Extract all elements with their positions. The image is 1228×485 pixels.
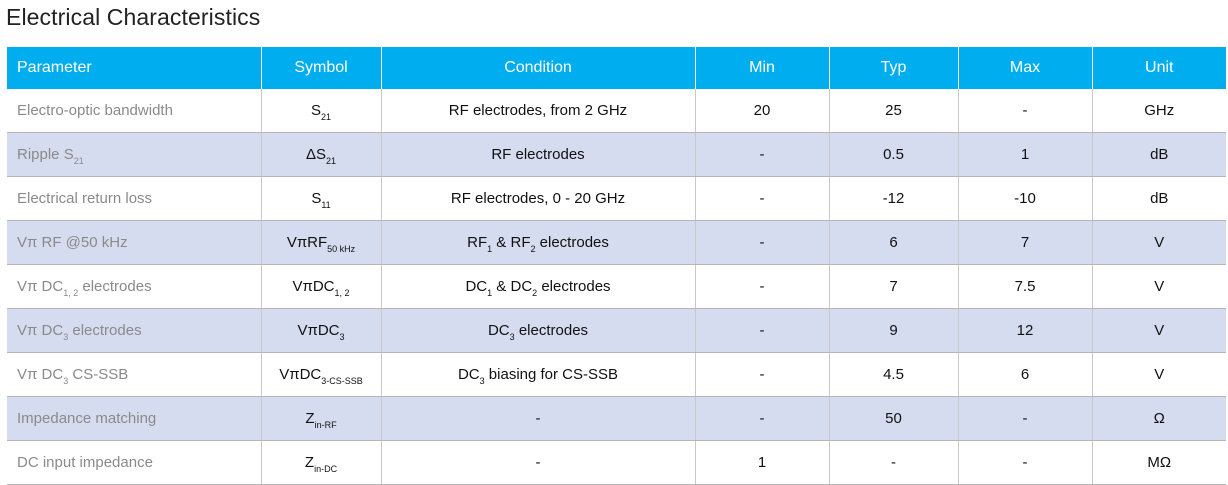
min-cell: - bbox=[694, 220, 829, 265]
unit-cell: V bbox=[1091, 264, 1226, 309]
table-row: Vπ DC3 electrodes VπDC3 DC3 electrodes -9 12… bbox=[7, 308, 1226, 353]
header-symbol: Symbol bbox=[260, 47, 381, 89]
table-row: Vπ DC3 CS-SSB VπDC3-CS-SSB DC3 biasing for… bbox=[7, 352, 1226, 397]
parameter-cell: Ripple S21 bbox=[7, 132, 261, 177]
symbol-cell: VπDC3-CS-SSB bbox=[260, 352, 381, 397]
min-cell: - bbox=[694, 396, 829, 441]
typ-cell: 4.5 bbox=[828, 352, 958, 397]
header-condition: Condition bbox=[380, 47, 695, 89]
typ-cell: -12 bbox=[828, 176, 958, 221]
typ-cell: 50 bbox=[828, 396, 958, 441]
max-cell: 1 bbox=[957, 132, 1092, 177]
min-cell: - bbox=[694, 352, 829, 397]
symbol-cell: Zin-RF bbox=[260, 396, 381, 441]
min-cell: - bbox=[694, 308, 829, 353]
condition-cell: RF electrodes, from 2 GHz bbox=[380, 89, 695, 133]
header-max: Max bbox=[957, 47, 1092, 89]
typ-cell: 0.5 bbox=[828, 132, 958, 177]
unit-cell: Ω bbox=[1091, 396, 1226, 441]
min-cell: - bbox=[694, 132, 829, 177]
parameter-cell: Electro-optic bandwidth bbox=[7, 89, 261, 133]
condition-cell: DC3 biasing for CS-SSB bbox=[380, 352, 695, 397]
parameter-cell: Electrical return loss bbox=[7, 176, 261, 221]
symbol-cell: VπDC1, 2 bbox=[260, 264, 381, 309]
parameter-cell: Impedance matching bbox=[7, 396, 261, 441]
table-row: Electro-optic bandwidth S21 RF electrodes,… bbox=[7, 89, 1226, 133]
typ-cell: 6 bbox=[828, 220, 958, 265]
electrical-characteristics-table: Parameter Symbol Condition Min Typ Max U… bbox=[7, 47, 1226, 485]
symbol-cell: ΔS21 bbox=[260, 132, 381, 177]
unit-cell: V bbox=[1091, 220, 1226, 265]
condition-cell: - bbox=[380, 396, 695, 441]
unit-cell: V bbox=[1091, 308, 1226, 353]
table-header-row: Parameter Symbol Condition Min Typ Max U… bbox=[7, 47, 1226, 89]
condition-cell: DC1 & DC2 electrodes bbox=[380, 264, 695, 309]
condition-cell: RF electrodes bbox=[380, 132, 695, 177]
min-cell: - bbox=[694, 176, 829, 221]
parameter-cell: Vπ DC3 electrodes bbox=[7, 308, 261, 353]
parameter-cell: Vπ DC3 CS-SSB bbox=[7, 352, 261, 397]
unit-cell: dB bbox=[1091, 176, 1226, 221]
parameter-cell: Vπ RF @50 kHz bbox=[7, 220, 261, 265]
symbol-cell: VπDC3 bbox=[260, 308, 381, 353]
header-parameter: Parameter bbox=[7, 47, 261, 89]
header-min: Min bbox=[694, 47, 829, 89]
unit-cell: GHz bbox=[1091, 89, 1226, 133]
symbol-cell: S21 bbox=[260, 89, 381, 133]
condition-cell: - bbox=[380, 440, 695, 485]
max-cell: -10 bbox=[957, 176, 1092, 221]
symbol-cell: S11 bbox=[260, 176, 381, 221]
unit-cell: V bbox=[1091, 352, 1226, 397]
header-unit: Unit bbox=[1091, 47, 1226, 89]
condition-cell: RF electrodes, 0 - 20 GHz bbox=[380, 176, 695, 221]
min-cell: 20 bbox=[694, 89, 829, 133]
header-typ: Typ bbox=[828, 47, 958, 89]
typ-cell: - bbox=[828, 440, 958, 485]
symbol-cell: Zin-DC bbox=[260, 440, 381, 485]
typ-cell: 25 bbox=[828, 89, 958, 133]
min-cell: 1 bbox=[694, 440, 829, 485]
parameter-cell: DC input impedance bbox=[7, 440, 261, 485]
max-cell: 6 bbox=[957, 352, 1092, 397]
min-cell: - bbox=[694, 264, 829, 309]
max-cell: - bbox=[957, 396, 1092, 441]
unit-cell: dB bbox=[1091, 132, 1226, 177]
table-row: Vπ RF @50 kHz VπRF50 kHz RF1 & RF2 electro… bbox=[7, 220, 1226, 265]
parameter-cell: Vπ DC1, 2 electrodes bbox=[7, 264, 261, 309]
typ-cell: 9 bbox=[828, 308, 958, 353]
typ-cell: 7 bbox=[828, 264, 958, 309]
table-row: Impedance matching Zin-RF - -50- Ω bbox=[7, 396, 1226, 441]
page-title: Electrical Characteristics bbox=[6, 4, 261, 30]
max-cell: 7 bbox=[957, 220, 1092, 265]
unit-cell: MΩ bbox=[1091, 440, 1226, 485]
condition-cell: RF1 & RF2 electrodes bbox=[380, 220, 695, 265]
condition-cell: DC3 electrodes bbox=[380, 308, 695, 353]
max-cell: - bbox=[957, 440, 1092, 485]
table-row: DC input impedance Zin-DC -1- - MΩ bbox=[7, 440, 1226, 485]
table-row: Ripple S21 ΔS21 RF electrodes -0.5 1 dB bbox=[7, 132, 1226, 177]
table-row: Vπ DC1, 2 electrodes VπDC1, 2 DC1 & DC2 el… bbox=[7, 264, 1226, 309]
max-cell: 7.5 bbox=[957, 264, 1092, 309]
max-cell: - bbox=[957, 89, 1092, 133]
symbol-cell: VπRF50 kHz bbox=[260, 220, 381, 265]
max-cell: 12 bbox=[957, 308, 1092, 353]
table-row: Electrical return loss S11 RF electrodes, … bbox=[7, 176, 1226, 221]
